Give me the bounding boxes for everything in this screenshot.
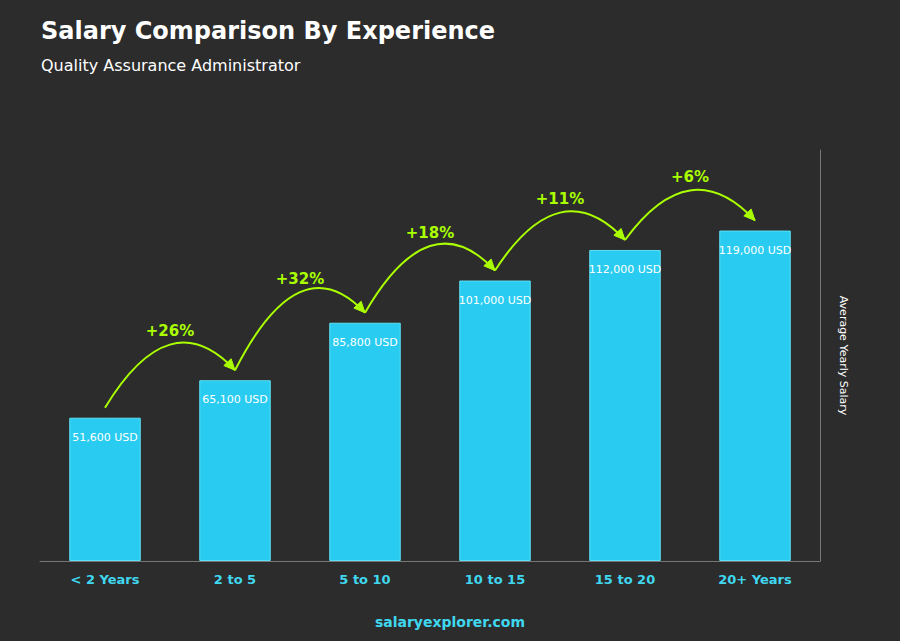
svg-text:salaryexplorer.com: salaryexplorer.com: [375, 614, 525, 630]
svg-text:Salary Comparison By Experienc: Salary Comparison By Experience: [41, 17, 495, 45]
svg-text:85,800 USD: 85,800 USD: [332, 336, 398, 349]
svg-text:65,100 USD: 65,100 USD: [202, 393, 268, 406]
svg-text:+32%: +32%: [276, 270, 324, 288]
svg-text:+26%: +26%: [146, 322, 194, 340]
svg-text:101,000 USD: 101,000 USD: [459, 294, 532, 307]
svg-text:+11%: +11%: [536, 190, 584, 208]
svg-text:2 to 5: 2 to 5: [214, 572, 256, 587]
svg-text:119,000 USD: 119,000 USD: [719, 244, 792, 257]
svg-text:< 2 Years: < 2 Years: [71, 572, 140, 587]
svg-text:15 to 20: 15 to 20: [595, 572, 655, 587]
svg-text:20+ Years: 20+ Years: [718, 572, 792, 587]
svg-text:+18%: +18%: [406, 224, 454, 242]
svg-text:112,000 USD: 112,000 USD: [589, 263, 662, 276]
svg-text:10 to 15: 10 to 15: [465, 572, 525, 587]
svg-text:Quality Assurance Administrato: Quality Assurance Administrator: [41, 56, 301, 75]
svg-text:51,600 USD: 51,600 USD: [72, 431, 138, 444]
svg-text:+6%: +6%: [671, 168, 709, 186]
svg-text:5 to 10: 5 to 10: [339, 572, 390, 587]
svg-text:Average Yearly Salary: Average Yearly Salary: [837, 296, 850, 416]
